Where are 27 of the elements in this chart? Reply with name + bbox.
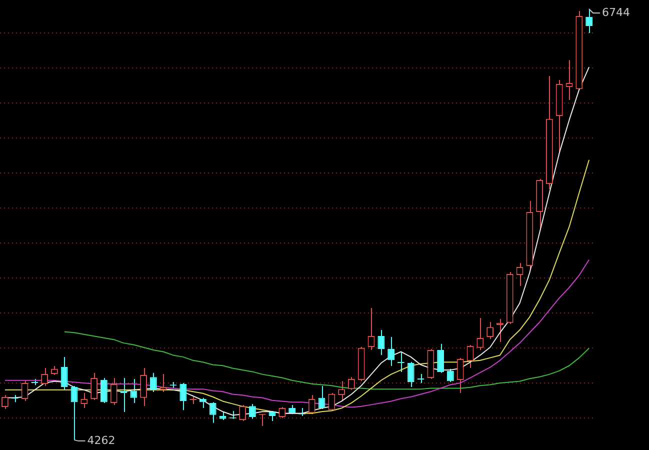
candlestick [110, 377, 118, 406]
candlestick [466, 344, 474, 369]
candlestick [180, 382, 187, 411]
candlestick [308, 394, 316, 415]
candlestick [417, 373, 424, 384]
candlestick [437, 343, 444, 374]
candlestick [378, 330, 385, 356]
candlestick [70, 385, 78, 440]
candlestick [60, 356, 68, 390]
candlestick [239, 404, 246, 422]
candlestick [199, 397, 206, 408]
candlestick [566, 60, 573, 100]
annotation: 4262 [87, 434, 116, 447]
candlestick [160, 373, 167, 393]
candlestick [100, 377, 108, 404]
text: 6744 [602, 6, 630, 19]
candlestick [407, 361, 414, 388]
candlestick [397, 352, 404, 373]
candlestick [21, 380, 28, 402]
candlestick [318, 385, 326, 410]
candlestick [130, 378, 138, 404]
candlestick [90, 372, 98, 400]
candlestick [150, 372, 157, 393]
candlestick [140, 368, 148, 407]
candlestick [456, 357, 464, 394]
candlestick [328, 392, 336, 412]
candlestick [209, 402, 216, 424]
